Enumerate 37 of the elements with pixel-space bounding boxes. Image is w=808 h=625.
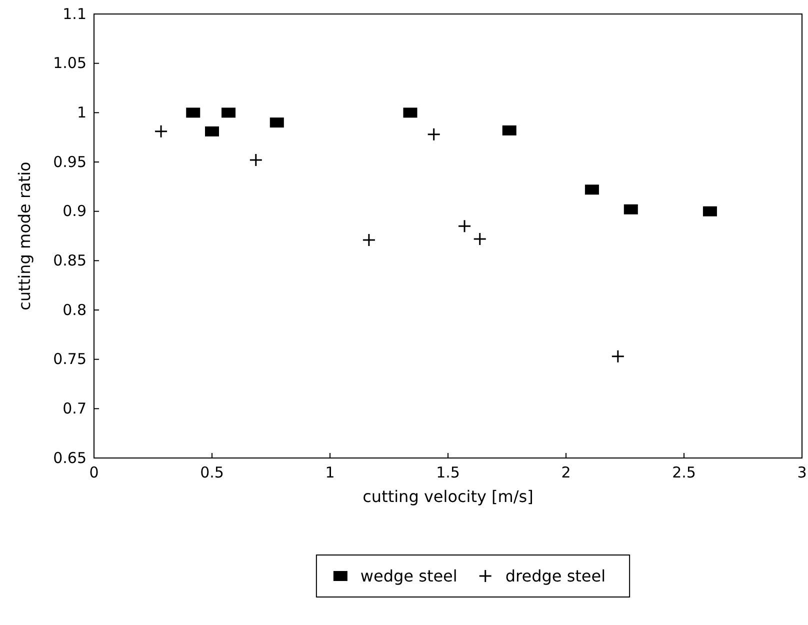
y-tick-label: 1.05 [53, 54, 86, 72]
point [473, 232, 487, 246]
point [154, 124, 168, 138]
point [584, 184, 599, 195]
y-tick-label: 1.1 [62, 4, 86, 23]
point [458, 219, 472, 233]
legend-label: dredge steel [505, 566, 606, 586]
y-tick-label: 0.9 [62, 202, 86, 220]
point [186, 108, 200, 118]
x-tick-label: 2 [561, 464, 571, 482]
x-tick-label: 0.5 [200, 464, 224, 482]
x-tick-label: 0 [89, 464, 99, 482]
y-tick-label: 0.7 [62, 399, 86, 418]
point [270, 118, 284, 128]
legend-label: wedge steel [360, 566, 458, 586]
x-tick-label: 2.5 [672, 464, 696, 482]
point [427, 128, 441, 142]
y-tick-label: 0.85 [53, 251, 86, 270]
y-axis-title: cutting mode ratio [15, 162, 34, 310]
y-tick-label: 0.75 [53, 350, 86, 368]
point [362, 233, 376, 247]
point [624, 204, 638, 214]
x-tick-label: 3 [797, 464, 807, 482]
point [205, 126, 219, 136]
x-tick-label: 1 [325, 464, 335, 482]
y-tick-label: 1 [76, 103, 86, 122]
point [222, 108, 236, 118]
point [502, 125, 516, 136]
y-tick-label: 0.65 [53, 448, 86, 467]
x-axis-title: cutting velocity [m/s] [362, 487, 534, 506]
point [403, 108, 418, 118]
y-tick-label: 0.95 [53, 152, 86, 171]
point [702, 206, 717, 216]
point [249, 153, 263, 167]
y-tick-label: 0.8 [62, 300, 86, 319]
x-tick-label: 1.5 [436, 464, 460, 482]
point [611, 350, 625, 364]
